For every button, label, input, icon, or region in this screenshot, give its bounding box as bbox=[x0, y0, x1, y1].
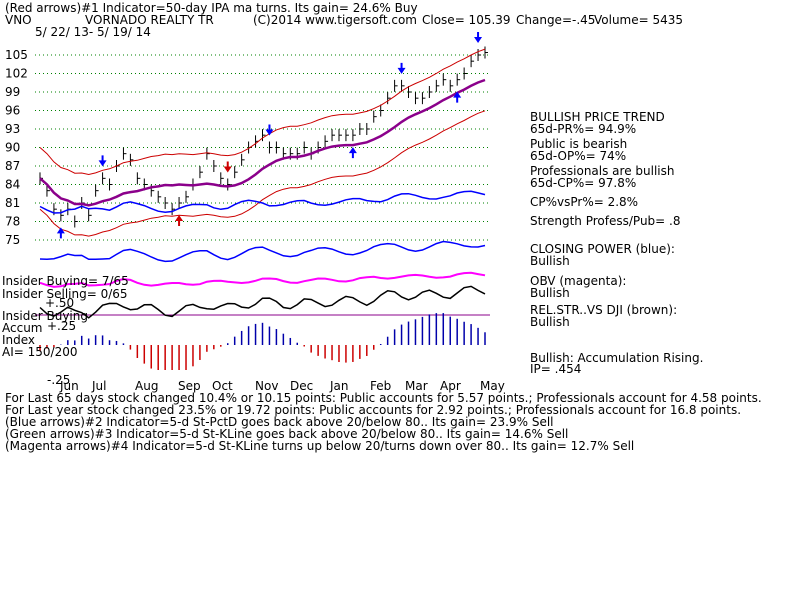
x-label-feb: Feb bbox=[370, 379, 391, 393]
ticker: VNO bbox=[5, 13, 32, 27]
x-label-may: May bbox=[480, 379, 505, 393]
relstr-status: Bullish bbox=[530, 315, 570, 329]
x-label-sep: Sep bbox=[178, 379, 201, 393]
relstr-line bbox=[39, 285, 486, 319]
strength-value: Strength Profess/Pub= .8 bbox=[530, 214, 681, 228]
signal-arrow bbox=[265, 124, 274, 136]
accum-tick-mid: +.25 bbox=[47, 319, 77, 333]
price-tick-93: 93 bbox=[5, 122, 20, 136]
series-lines bbox=[39, 46, 488, 370]
grid-lines bbox=[35, 54, 490, 316]
trend-title: BULLISH PRICE TREND bbox=[530, 110, 665, 124]
index-label: Index bbox=[2, 333, 36, 347]
accum-label: Accum bbox=[2, 321, 43, 335]
closing-power-2-line bbox=[39, 240, 486, 263]
signal-arrow bbox=[474, 32, 483, 43]
pr-value: 65d-PR%= 94.9% bbox=[530, 122, 637, 136]
x-label-mar: Mar bbox=[405, 379, 428, 393]
signal-arrows bbox=[56, 32, 483, 239]
magenta-arrows-note: (Magenta arrows)#4 Indicator=5-d St-KLin… bbox=[5, 439, 635, 453]
signal-arrow bbox=[397, 62, 406, 74]
close-value: Close= 105.39 bbox=[422, 13, 511, 27]
price-tick-75: 75 bbox=[5, 233, 20, 247]
signal-arrow bbox=[453, 91, 462, 103]
x-label-oct: Oct bbox=[212, 379, 233, 393]
signal-arrow bbox=[223, 161, 232, 173]
obv-label: OBV (magenta): bbox=[530, 274, 627, 288]
signal-arrow bbox=[56, 227, 65, 239]
insider-buying: Insider Buying= 7/65 bbox=[2, 274, 129, 288]
ai-label: AI= 150/200 bbox=[2, 345, 78, 359]
copyright: (C)2014 www.tigersoft.com bbox=[253, 13, 417, 27]
price-tick-87: 87 bbox=[5, 159, 20, 173]
cp-value: 65d-CP%= 97.8% bbox=[530, 176, 637, 190]
signal-arrow bbox=[348, 147, 357, 159]
volume-value: Volume= 5435 bbox=[594, 13, 684, 27]
insider-buying-label: Insider Buying bbox=[2, 309, 88, 323]
ip-value: IP= .454 bbox=[530, 362, 582, 376]
x-label-dec: Dec bbox=[290, 379, 313, 393]
price-tick-105: 105 bbox=[5, 48, 28, 62]
lower-band bbox=[39, 110, 486, 237]
public-status: Public is bearish bbox=[530, 137, 628, 151]
price-axis: 105 102 99 96 93 90 87 84 81 78 75 bbox=[5, 48, 28, 247]
op-value: 65d-OP%= 74% bbox=[530, 149, 627, 163]
date-range: 5/ 22/ 13- 5/ 19/ 14 bbox=[35, 25, 151, 39]
accum-status: Bullish: Accumulation Rising. bbox=[530, 351, 704, 365]
x-label-jan: Jan bbox=[329, 379, 349, 393]
price-tick-96: 96 bbox=[5, 104, 20, 118]
insider-selling: Insider Selling= 0/65 bbox=[2, 287, 128, 301]
price-tick-99: 99 bbox=[5, 85, 20, 99]
green-arrows-note: (Green arrows)#3 Indicator=5-d St-KLine … bbox=[5, 427, 569, 441]
x-label-jun: Jun bbox=[59, 379, 79, 393]
company-name: VORNADO REALTY TR bbox=[85, 13, 214, 27]
x-label-jul: Jul bbox=[91, 379, 106, 393]
ipa-ma-line bbox=[39, 78, 486, 207]
price-tick-84: 84 bbox=[5, 178, 20, 192]
signal-arrow bbox=[175, 215, 184, 226]
obv-status: Bullish bbox=[530, 286, 570, 300]
x-label-aug: Aug bbox=[135, 379, 158, 393]
signal-arrow bbox=[98, 155, 107, 167]
closing-power-line bbox=[39, 190, 486, 214]
price-tick-81: 81 bbox=[5, 196, 20, 210]
closing-power-status: Bullish bbox=[530, 254, 570, 268]
price-tick-90: 90 bbox=[5, 141, 20, 155]
blue-arrows-note: (Blue arrows)#2 Indicator=5-d St-PctD go… bbox=[5, 415, 554, 429]
accum-tick-top: +.50 bbox=[45, 296, 75, 310]
cpvspr-value: CP%vsPr%= 2.8% bbox=[530, 195, 639, 209]
closing-power-label: CLOSING POWER (blue): bbox=[530, 242, 675, 256]
x-axis-labels: Jun Jul Aug Sep Oct Nov Dec Jan Feb Mar Apr May bbox=[59, 379, 505, 393]
relstr-label: REL.STR..VS DJI (brown): bbox=[530, 303, 678, 317]
x-label-apr: Apr bbox=[440, 379, 461, 393]
upper-band bbox=[39, 48, 486, 176]
summary-year: For Last year stock changed 23.5% or 19.… bbox=[5, 403, 742, 417]
obv-line bbox=[39, 271, 486, 288]
summary-65-days: For Last 65 days stock changed 10.4% or … bbox=[5, 391, 762, 405]
x-label-nov: Nov bbox=[255, 379, 278, 393]
accum-tick-bottom: -.25 bbox=[47, 373, 71, 387]
header-indicator-line: (Red arrows)#1 Indicator=50-day IPA ma t… bbox=[5, 1, 418, 15]
change-value: Change=-.45 bbox=[516, 13, 596, 27]
price-tick-102: 102 bbox=[5, 67, 28, 81]
price-tick-78: 78 bbox=[5, 215, 20, 229]
pros-status: Professionals are bullish bbox=[530, 164, 675, 178]
